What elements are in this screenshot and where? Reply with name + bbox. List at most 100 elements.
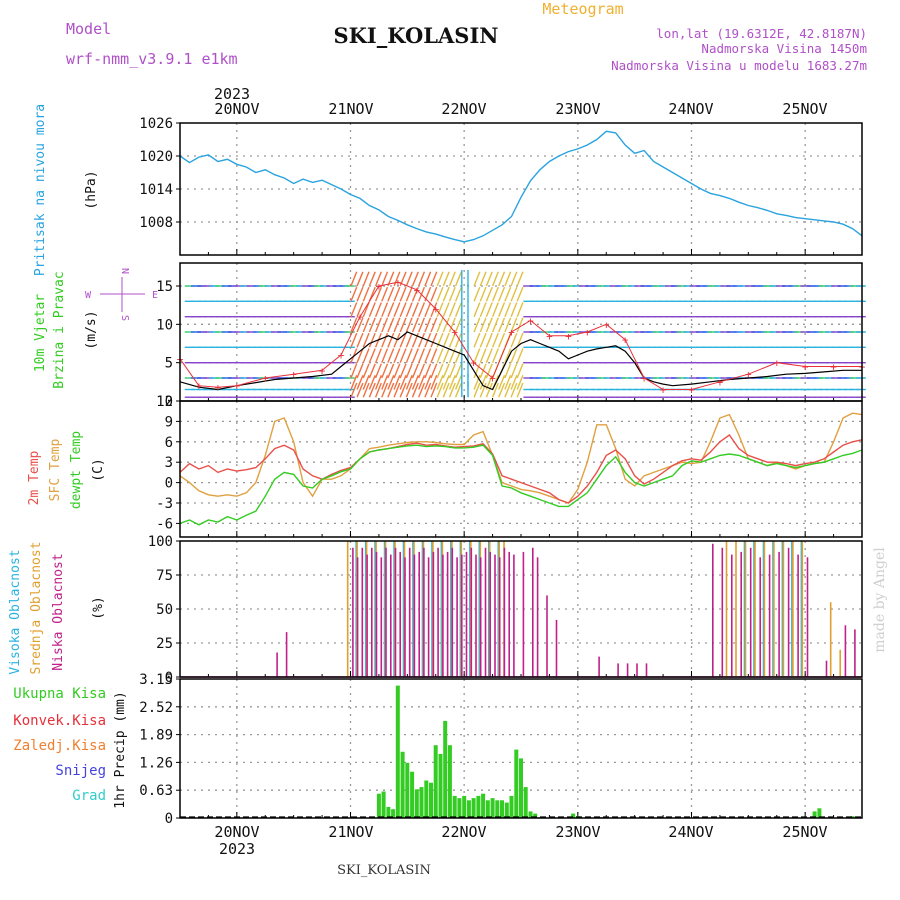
y-tick-label: 1026 <box>139 116 173 132</box>
wind-barb <box>491 332 499 348</box>
wind-barb <box>418 317 426 333</box>
temp-dew-label: dewpt Temp <box>69 431 84 509</box>
wind-barb <box>362 271 370 287</box>
y-tick-label: 0 <box>165 670 173 686</box>
gust-marker: + <box>584 326 591 339</box>
gust-marker: + <box>413 284 420 297</box>
gust-marker: + <box>603 318 610 331</box>
wind-barb <box>510 317 518 333</box>
wind-barb <box>485 286 493 302</box>
wind-barb <box>436 317 444 333</box>
wind-barb <box>454 286 463 302</box>
wind-barb <box>448 382 456 398</box>
wind-barb <box>473 317 481 333</box>
wind-barb <box>350 332 358 348</box>
wind-barb <box>387 382 395 398</box>
wind-barb <box>418 332 426 348</box>
gust-marker: + <box>660 384 667 397</box>
wind-barb <box>516 317 524 333</box>
cloud-mid-label: Srednja Oblacnost <box>29 541 44 674</box>
wind-barb <box>442 382 450 398</box>
y-tick-label: 9 <box>165 414 173 430</box>
wind-barb <box>362 317 370 333</box>
wind-barb <box>430 348 438 363</box>
wind-barb <box>510 348 518 363</box>
wind-barb <box>448 271 456 287</box>
plot-area: 1008101410201026051015-6-303691202550751… <box>139 116 866 827</box>
wind-barb <box>442 286 450 302</box>
wind-barb <box>381 363 389 379</box>
top-date-tick: 20NOV <box>214 100 259 118</box>
wind-barb <box>399 382 407 398</box>
gust-marker: + <box>773 357 780 370</box>
wind-barb <box>381 317 389 333</box>
y-tick-label: 0 <box>165 476 173 492</box>
wind-barb <box>368 302 376 317</box>
wind-barb <box>356 348 364 363</box>
wind-barb <box>436 286 444 302</box>
wind-panel-title-1: 10m Vjetar <box>33 294 48 372</box>
precip-bar <box>376 793 381 818</box>
wind-barb <box>405 302 413 317</box>
wind-barb <box>510 375 518 390</box>
wind-barb <box>356 363 364 379</box>
dewpoint-line <box>179 444 863 526</box>
wind-barb <box>442 271 450 287</box>
wind-barb <box>399 348 407 363</box>
compass-e: E <box>152 290 158 301</box>
precip-frame <box>179 678 863 819</box>
wind-barb <box>374 375 382 390</box>
wind-barb <box>448 375 456 390</box>
wind-barb <box>473 302 481 317</box>
wind-barb <box>430 317 438 333</box>
precip-legend-freezing: Zaledj.Kisa <box>13 738 106 754</box>
wind-barb <box>498 375 506 390</box>
wind-barb <box>368 332 376 348</box>
wind-barb <box>399 375 407 390</box>
y-tick-label: 10 <box>156 317 173 333</box>
precip-bar <box>504 802 509 818</box>
wind-barb <box>356 302 364 317</box>
wind-barb <box>393 271 401 287</box>
precip-bar <box>495 800 500 818</box>
precip-bar <box>471 798 476 818</box>
precip-bar <box>395 685 400 818</box>
precip-bar <box>381 791 386 818</box>
wind-barb <box>424 382 432 398</box>
wind-barb <box>374 363 382 379</box>
wind-barb <box>516 382 524 398</box>
wind-barb <box>491 286 499 302</box>
y-tick-label: 3 <box>165 455 173 471</box>
precip-bar <box>400 751 405 818</box>
wind-barb <box>430 363 438 379</box>
y-tick-label: 75 <box>156 568 173 584</box>
wind-barb <box>498 302 506 317</box>
y-tick-label: 15 <box>156 279 173 295</box>
wind-barb <box>350 271 358 287</box>
wind-barb <box>356 332 364 348</box>
wind-barb <box>350 375 358 390</box>
gust-marker: + <box>262 372 269 385</box>
wind-barb <box>504 302 512 317</box>
y-tick-label: 25 <box>156 636 173 652</box>
wind-barb <box>491 302 499 317</box>
gust-marker: + <box>233 380 240 393</box>
y-tick-label: 5 <box>165 356 173 372</box>
temp-background <box>180 401 862 537</box>
y-tick-label: 2.52 <box>139 700 173 716</box>
precip-bar <box>462 795 467 818</box>
gust-marker: + <box>802 361 809 374</box>
wind-barb <box>430 332 438 348</box>
wind-barb <box>381 332 389 348</box>
wind-barb <box>411 302 419 317</box>
wind-barb <box>393 317 401 333</box>
wind-barb <box>436 348 444 363</box>
wind-barb <box>405 332 413 348</box>
y-tick-label: 0 <box>165 811 173 827</box>
wind-barb <box>356 375 364 390</box>
wind-barb <box>393 375 401 390</box>
wind-unit: (m/s) <box>84 310 99 349</box>
wind-barb <box>498 382 506 398</box>
wind-barb <box>510 271 518 287</box>
